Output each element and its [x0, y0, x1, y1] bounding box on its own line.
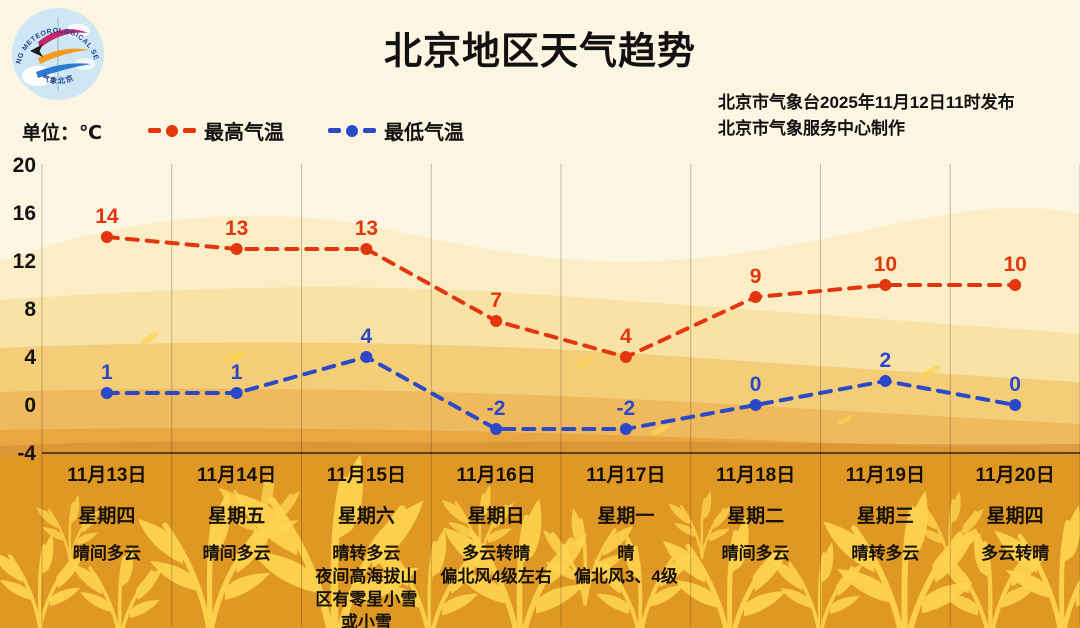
floating-leaf-accents	[141, 332, 941, 436]
y-tick-label: -4	[17, 442, 36, 465]
page-title: 北京地区天气趋势	[383, 31, 696, 73]
weather-label: 多云转晴	[462, 544, 531, 563]
data-point	[360, 243, 373, 255]
data-point	[100, 387, 113, 399]
weather-label: 晴间多云	[202, 544, 271, 563]
data-point	[879, 375, 892, 387]
weather-label: 或小雪	[340, 613, 392, 628]
date-label: 11月14日	[197, 465, 277, 486]
weekday-label: 星期三	[856, 506, 914, 527]
min-temp-line	[104, 354, 1018, 431]
date-label: 11月18日	[716, 465, 796, 486]
weekday-label: 星期二	[727, 506, 785, 527]
value-label: 4	[361, 325, 373, 348]
value-label: 1	[101, 361, 113, 384]
value-label: -2	[617, 397, 636, 420]
data-point	[100, 231, 113, 243]
data-point	[230, 387, 243, 399]
x-axis-column: 11月16日 星期日多云转晴偏北风4级左右	[431, 460, 561, 588]
data-point	[879, 279, 892, 291]
issued-line-1: 北京市气象台2025年11月12日11时发布	[718, 93, 1015, 112]
weather-label: 偏北风4级左右	[440, 567, 552, 586]
weather-label: 偏北风3、4级	[573, 567, 678, 586]
value-label: 10	[1003, 253, 1026, 276]
weekday-label: 星期四	[78, 506, 136, 527]
date-label: 11月16日	[456, 465, 536, 486]
weather-label: 晴转多云	[332, 544, 401, 563]
weather-label: 多云转晴	[981, 544, 1050, 563]
value-label: 4	[620, 325, 632, 348]
x-axis-column: 11月13日 星期四晴间多云	[42, 460, 172, 565]
y-tick-label: 4	[24, 346, 36, 369]
value-label: 13	[225, 217, 248, 240]
value-label: -2	[487, 397, 506, 420]
x-axis-column: 11月20日 星期四多云转晴	[950, 460, 1080, 565]
weekday-label: 星期四	[986, 506, 1044, 527]
weather-label: 晴间多云	[72, 544, 141, 563]
data-point	[619, 423, 632, 435]
x-axis-column: 11月17日 星期一晴偏北风3、4级	[561, 460, 691, 588]
data-point	[1009, 279, 1022, 291]
weekday-label: 星期六	[337, 506, 395, 527]
value-label: 10	[874, 253, 897, 276]
y-tick-label: 16	[13, 202, 36, 225]
weather-label: 晴间多云	[721, 544, 790, 563]
value-label: 14	[95, 205, 119, 228]
data-point	[490, 423, 503, 435]
max-temp-line	[104, 235, 1018, 360]
x-axis-column: 11月14日 星期五晴间多云	[172, 460, 302, 565]
weather-label: 晴	[617, 544, 635, 563]
value-label: 2	[880, 349, 892, 372]
beijing-meteorological-service-logo: BEIJING METEOROLOGICAL SERVICE 气象北京	[8, 4, 104, 100]
data-point	[619, 351, 632, 363]
issued-line-2: 北京市气象服务中心制作	[718, 119, 905, 138]
weather-label: 区有零星小雪	[315, 590, 418, 609]
value-label: 13	[355, 217, 378, 240]
date-label: 11月13日	[67, 465, 147, 486]
weekday-label: 星期一	[597, 506, 655, 527]
bird-icon	[30, 44, 43, 57]
x-axis-column: 11月19日 星期三晴转多云	[821, 460, 951, 565]
value-label: 0	[1009, 373, 1021, 396]
date-label: 11月19日	[845, 465, 925, 486]
orange-swoosh	[38, 48, 89, 64]
unit-label: 单位：℃	[22, 123, 103, 144]
date-label: 11月20日	[975, 465, 1055, 486]
value-label: 9	[750, 265, 762, 288]
y-tick-label: 0	[24, 394, 36, 417]
y-tick-label: 20	[13, 154, 36, 177]
weather-label: 晴转多云	[851, 544, 920, 563]
x-axis-column: 11月15日 星期六晴转多云夜间高海拔山 区有零星小雪或小雪	[302, 460, 432, 628]
max-temp-legend-marker	[148, 124, 196, 137]
value-label: 0	[750, 373, 762, 396]
wheat-tufts	[0, 454, 1080, 628]
value-label: 7	[490, 289, 502, 312]
date-label: 11月17日	[586, 465, 666, 486]
value-label: 1	[231, 361, 243, 384]
weather-label: 夜间高海拔山	[315, 567, 418, 586]
data-point	[230, 243, 243, 255]
y-tick-label: 12	[13, 250, 36, 273]
weekday-label: 星期五	[208, 506, 266, 527]
magenta-swoosh	[38, 29, 88, 48]
date-label: 11月15日	[326, 465, 406, 486]
data-point	[749, 399, 762, 411]
min-temp-legend-marker	[328, 124, 376, 137]
y-tick-label: 8	[24, 298, 36, 321]
weekday-label: 星期日	[467, 506, 525, 527]
data-point	[749, 291, 762, 303]
data-point	[490, 315, 503, 327]
data-point	[360, 351, 373, 363]
x-axis-column: 11月18日 星期二晴间多云	[691, 460, 821, 565]
blue-swoosh	[36, 63, 91, 78]
max-temp-legend-label: 最高气温	[204, 122, 284, 144]
min-temp-legend-label: 最低气温	[384, 122, 464, 144]
data-point	[1009, 399, 1022, 411]
chart-legend: 最高气温 最低气温	[148, 116, 464, 145]
issued-info: 北京市气象台2025年11月12日11时发布 北京市气象服务中心制作	[718, 90, 1015, 142]
